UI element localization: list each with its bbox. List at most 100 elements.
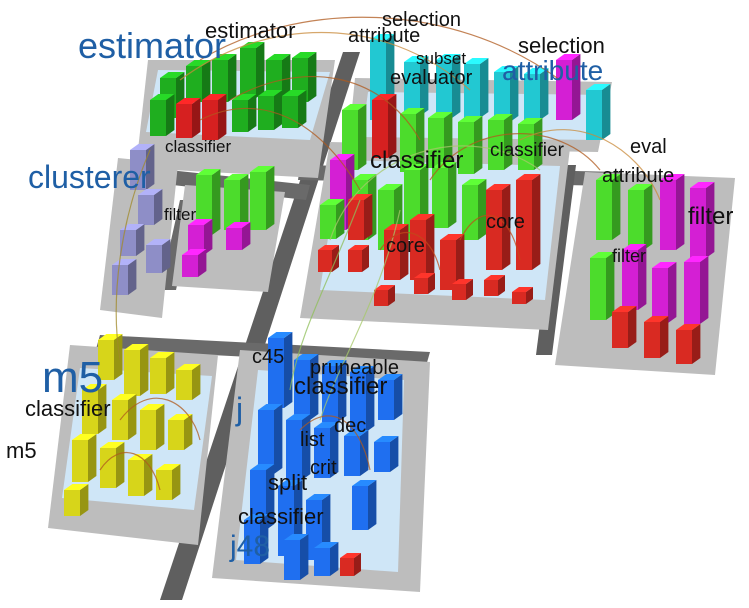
building-top — [524, 68, 549, 74]
building — [286, 414, 311, 480]
building-side — [474, 116, 483, 174]
building-side — [706, 182, 715, 258]
label-m5-class: m5 — [6, 438, 37, 463]
building-top — [278, 480, 303, 486]
building-side — [98, 384, 107, 434]
building-side — [400, 224, 409, 280]
building-side — [478, 179, 487, 240]
building-top — [182, 249, 207, 255]
building-front — [350, 372, 366, 432]
building-side — [362, 245, 369, 272]
building-side — [140, 344, 149, 396]
building-front — [202, 100, 218, 140]
building-front — [64, 490, 80, 516]
main-street-vertical — [160, 52, 360, 600]
building-front — [432, 168, 448, 228]
label-filter-right: filter — [612, 246, 646, 266]
building — [64, 484, 89, 516]
building-front — [628, 190, 644, 250]
building-front — [644, 322, 660, 358]
building — [282, 90, 307, 128]
building-side — [368, 480, 377, 530]
building — [258, 90, 283, 130]
building-top — [374, 285, 395, 290]
label-j-partial: j — [235, 391, 243, 427]
label-c45: c45 — [252, 346, 284, 368]
building-side — [612, 174, 621, 240]
building — [684, 256, 709, 324]
building-side — [416, 108, 425, 172]
building-side — [366, 366, 375, 432]
building-top — [350, 366, 375, 372]
building — [120, 224, 145, 256]
building-top — [268, 332, 293, 338]
label-attribute-package: attribute — [502, 55, 603, 86]
building — [250, 166, 275, 230]
building-front — [344, 436, 360, 476]
building-top — [330, 154, 355, 160]
building-side — [204, 219, 213, 255]
label-split: split — [268, 470, 307, 495]
building-top — [176, 364, 201, 370]
building-front — [212, 60, 228, 102]
building-front — [188, 225, 204, 255]
building — [352, 480, 377, 530]
building-front — [186, 66, 202, 102]
buildings — [64, 34, 715, 580]
building — [112, 259, 137, 295]
building-side — [242, 222, 251, 250]
building-side — [510, 66, 519, 122]
building-top — [250, 464, 275, 470]
building-side — [248, 94, 257, 132]
building-top — [176, 98, 201, 104]
building-side — [534, 118, 543, 170]
building-top — [458, 116, 483, 122]
building-front — [176, 370, 192, 400]
building-side — [428, 273, 435, 294]
building-top — [348, 194, 373, 200]
building — [436, 54, 461, 118]
dependency-edge — [299, 415, 371, 471]
building-side — [212, 169, 221, 235]
building-side — [218, 94, 227, 140]
label-core-b: core — [486, 211, 525, 233]
building-front — [458, 122, 474, 174]
building — [556, 54, 581, 120]
building-top — [596, 174, 621, 180]
building-front — [340, 558, 354, 576]
building — [374, 436, 399, 472]
building-top — [516, 174, 541, 180]
label-classifier-j48: classifier — [294, 373, 387, 400]
building — [72, 434, 97, 482]
building — [524, 68, 549, 120]
building — [176, 98, 201, 138]
building-side — [360, 430, 369, 476]
building-side — [136, 224, 145, 256]
building — [484, 275, 505, 296]
building-top — [160, 72, 185, 78]
building — [378, 374, 403, 420]
building-top — [286, 414, 311, 420]
building-side — [502, 184, 511, 270]
building-front — [372, 100, 388, 158]
building-side — [162, 239, 171, 273]
building-side — [128, 259, 137, 295]
building-top — [140, 404, 165, 410]
building-top — [378, 374, 403, 380]
building-side — [256, 42, 265, 98]
building — [224, 174, 249, 230]
building — [464, 58, 489, 118]
building-top — [348, 245, 369, 250]
building-side — [466, 279, 473, 300]
building-front — [612, 312, 628, 348]
building-front — [596, 180, 612, 240]
building-top — [590, 252, 615, 258]
building-side — [644, 184, 653, 250]
building-side — [282, 54, 291, 102]
building-top — [64, 484, 89, 490]
building-front — [250, 172, 266, 230]
building-side — [114, 334, 123, 380]
building-top — [314, 542, 339, 548]
building-side — [154, 189, 163, 225]
building-front — [306, 500, 322, 560]
